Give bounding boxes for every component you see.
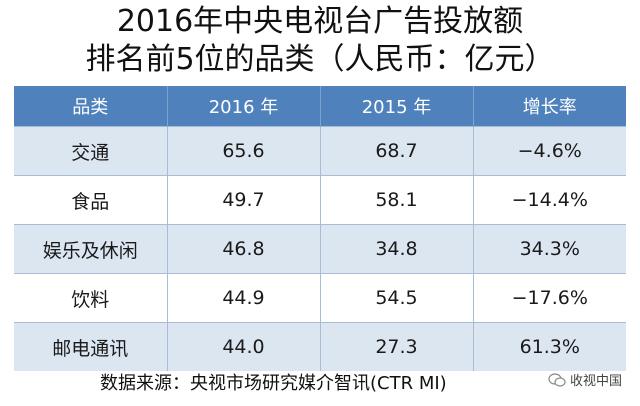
cell-growth: 34.3% (472, 224, 626, 274)
table-row: 邮电通讯 44.0 27.3 61.3% (14, 322, 626, 371)
cell-growth: −17.6% (472, 273, 626, 323)
chart-title-line-2: 排名前5位的品类（人民币：亿元） (85, 42, 555, 77)
header-row: 品类 2016 年 2015 年 增长率 (14, 86, 626, 127)
table-row: 娱乐及休闲 46.8 34.8 34.3% (14, 224, 626, 274)
source-note: 数据来源：央视市场研究媒介智讯(CTR MI) (100, 373, 447, 394)
cell-category: 交通 (14, 126, 167, 176)
header-growth: 增长率 (472, 86, 626, 127)
watermark-text: 收视中国 (569, 374, 622, 389)
table-row: 食品 49.7 58.1 −14.4% (14, 175, 626, 225)
cell-2015: 54.5 (319, 273, 473, 323)
table-row: 交通 65.6 68.7 −4.6% (14, 126, 626, 176)
table-row: 饮料 44.9 54.5 −17.6% (14, 273, 626, 323)
cell-category: 食品 (14, 175, 167, 225)
wechat-icon (548, 372, 566, 387)
cell-2016: 49.7 (166, 175, 320, 225)
cell-growth: 61.3% (472, 322, 626, 371)
cell-2015: 58.1 (319, 175, 473, 225)
chart-title-line-1: 2016年中央电视台广告投放额 (116, 4, 524, 39)
data-table: 品类 2016 年 2015 年 增长率 交通 65.6 68.7 −4.6% … (14, 86, 626, 371)
header-category: 品类 (14, 86, 167, 127)
header-2016: 2016 年 (166, 86, 320, 127)
cell-growth: −4.6% (472, 126, 626, 176)
cell-2016: 65.6 (166, 126, 320, 176)
cell-category: 饮料 (14, 273, 167, 323)
cell-2016: 44.9 (166, 273, 320, 323)
cell-category: 娱乐及休闲 (14, 224, 167, 274)
cell-2016: 44.0 (166, 322, 320, 371)
cell-2016: 46.8 (166, 224, 320, 274)
cell-2015: 68.7 (319, 126, 473, 176)
cell-2015: 27.3 (319, 322, 473, 371)
watermark: 收视中国 (548, 370, 622, 389)
cell-2015: 34.8 (319, 224, 473, 274)
cell-category: 邮电通讯 (14, 322, 167, 371)
cell-growth: −14.4% (472, 175, 626, 225)
header-2015: 2015 年 (319, 86, 473, 127)
